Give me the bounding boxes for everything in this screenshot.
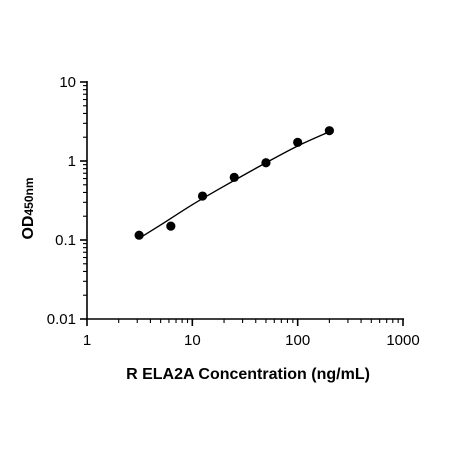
data-point — [166, 221, 176, 231]
x-tick-label: 1000 — [386, 332, 419, 349]
axes — [86, 81, 404, 320]
ticks — [80, 81, 404, 326]
data-point — [229, 172, 239, 183]
x-tick-label: 100 — [285, 332, 310, 349]
y-tick-label: 1 — [68, 153, 76, 170]
fit-curve — [138, 131, 330, 239]
data-point — [261, 158, 271, 168]
x-axis-title: R ELA2A Concentration (ng/mL) — [126, 366, 370, 383]
y-tick-label: 10 — [59, 74, 76, 91]
y-axis-title-subscript: 450nm — [22, 177, 36, 215]
y-tick-label: 0.01 — [47, 311, 76, 328]
x-tick-label: 1 — [83, 332, 91, 349]
data-point — [134, 230, 144, 240]
data-point — [293, 137, 303, 147]
tick-labels: 0.01 0.1 1 10 1 10 100 1000 — [47, 74, 420, 349]
data-point — [324, 126, 334, 136]
y-axis-title-main: OD — [20, 216, 37, 240]
data-points — [134, 126, 334, 240]
x-tick-label: 10 — [184, 332, 201, 349]
y-axis-title: OD450nm — [20, 177, 37, 239]
data-point — [197, 191, 208, 201]
y-tick-label: 0.1 — [55, 232, 76, 249]
